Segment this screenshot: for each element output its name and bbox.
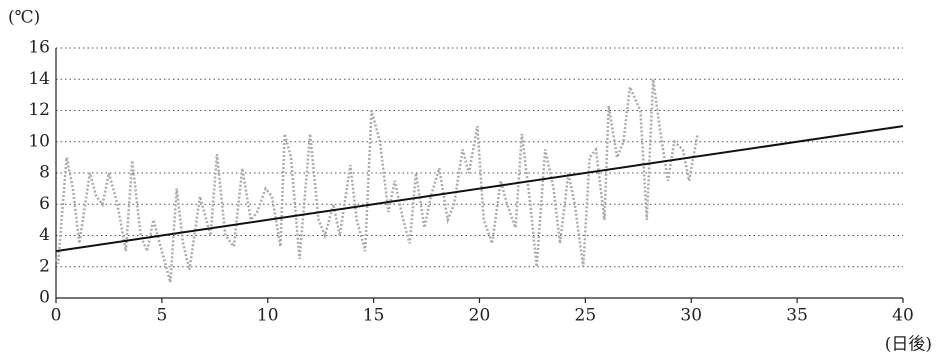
x-tick-label: 10 [257, 306, 279, 326]
series-line [55, 125, 904, 253]
y-tick-label: 12 [28, 100, 50, 120]
x-tick-label: 25 [575, 306, 597, 326]
y-tick-label: 6 [39, 194, 50, 214]
x-tick-label: 0 [51, 306, 62, 326]
x-tick-label: 40 [892, 306, 914, 326]
y-tick-label: 10 [28, 131, 50, 151]
y-tick-label: 16 [28, 38, 50, 58]
y-axis-label: (℃) [8, 8, 40, 28]
x-tick-label: 35 [786, 306, 808, 326]
y-tick-label: 2 [39, 256, 50, 276]
x-tick-label: 20 [469, 306, 491, 326]
x-axis-label: (日後) [885, 335, 932, 355]
y-tick-label: 4 [39, 225, 50, 245]
x-tick-label: 15 [363, 306, 385, 326]
series-line [54, 79, 699, 283]
x-tick-label: 30 [680, 306, 702, 326]
x-tick-label: 5 [156, 306, 167, 326]
y-tick-label: 14 [28, 69, 50, 89]
y-tick-label: 8 [39, 163, 50, 183]
y-tick-label: 0 [39, 288, 50, 308]
